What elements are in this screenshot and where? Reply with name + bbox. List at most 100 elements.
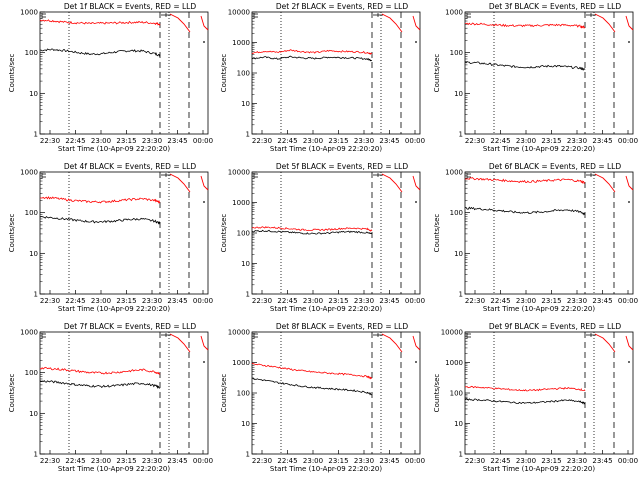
events-point	[628, 361, 630, 363]
y-tick-label: 100	[237, 390, 250, 398]
x-tick-label: 22:45	[490, 297, 510, 305]
x-tick-label: 23:30	[354, 137, 374, 145]
interval-marker-icon	[161, 13, 171, 17]
lld-late-segment	[381, 13, 403, 33]
events-point	[415, 41, 417, 43]
panel-title: Det 8f BLACK = Events, RED = LLD	[276, 322, 409, 331]
y-axis-label: Counts/sec	[220, 374, 228, 413]
y-tick-label: 10	[241, 100, 250, 108]
y-tick-label: 1000	[445, 359, 463, 367]
lld-tail-segment	[412, 15, 421, 31]
panel-det-7: Det 7f BLACK = Events, RED = LLD 1 10 100 10…	[8, 322, 213, 473]
panel-title: Det 1f BLACK = Events, RED = LLD	[64, 2, 197, 11]
x-tick-label: 22:30	[252, 137, 272, 145]
panel-det-3: Det 3f BLACK = Events, RED = LLD 1 10 100 10…	[433, 2, 638, 153]
x-tick-label: 23:45	[379, 457, 399, 465]
x-tick-label: 23:15	[116, 297, 136, 305]
x-tick-label: 23:00	[516, 297, 536, 305]
x-tick-label: 23:15	[328, 457, 348, 465]
events-point	[203, 201, 205, 203]
flag-marker-icon	[41, 173, 46, 179]
y-tick-label: 10000	[228, 329, 250, 337]
lld-late-segment	[169, 333, 191, 353]
x-tick-label: 22:45	[277, 137, 297, 145]
lld-late-segment	[594, 173, 616, 193]
x-tick-label: 22:45	[490, 137, 510, 145]
x-tick-label: 23:00	[303, 297, 323, 305]
events-series-line	[39, 48, 161, 58]
panel-title: Det 3f BLACK = Events, RED = LLD	[489, 2, 622, 11]
y-tick-label: 10000	[228, 169, 250, 177]
x-tick-label: 00:00	[193, 137, 213, 145]
x-tick-label: 22:30	[252, 297, 272, 305]
plot-frame	[39, 171, 209, 295]
events-series-line	[251, 229, 373, 235]
plot-frame	[39, 331, 209, 455]
plot-frame	[464, 171, 634, 295]
x-tick-label: 00:00	[618, 457, 638, 465]
lld-tail-segment	[412, 335, 421, 351]
y-tick-label: 10	[241, 420, 250, 428]
x-tick-label: 23:45	[167, 297, 187, 305]
x-tick-label: 23:15	[541, 137, 561, 145]
plot-frame	[251, 171, 421, 295]
y-tick-label: 1	[246, 291, 250, 299]
lld-tail-segment	[625, 175, 634, 191]
y-tick-label: 100	[450, 390, 463, 398]
lld-tail-segment	[200, 175, 209, 191]
y-tick-label: 10	[29, 90, 38, 98]
flag-marker-icon	[466, 173, 471, 179]
x-tick-label: 22:45	[277, 297, 297, 305]
y-tick-label: 10	[29, 250, 38, 258]
x-tick-label: 23:15	[116, 457, 136, 465]
y-tick-label: 10	[29, 410, 38, 418]
x-tick-label: 22:30	[40, 457, 60, 465]
y-tick-label: 10	[454, 250, 463, 258]
x-tick-label: 23:45	[592, 457, 612, 465]
x-tick-label: 00:00	[618, 137, 638, 145]
x-tick-label: 00:00	[193, 457, 213, 465]
y-tick-label: 1	[34, 291, 38, 299]
x-axis-label: Start Time (10-Apr-09 22:20:20)	[270, 145, 382, 153]
lld-late-segment	[169, 13, 191, 33]
lld-series-line	[39, 196, 161, 204]
events-series-line	[464, 206, 586, 216]
interval-marker-icon	[161, 333, 171, 337]
lld-series-line	[251, 49, 373, 56]
events-point	[628, 41, 630, 43]
x-tick-label: 23:30	[567, 297, 587, 305]
y-tick-label: 1	[246, 451, 250, 459]
lld-tail-segment	[412, 175, 421, 191]
y-axis-label: Counts/sec	[433, 374, 441, 413]
x-tick-label: 22:30	[465, 137, 485, 145]
events-series-line	[251, 377, 373, 396]
panel-title: Det 4f BLACK = Events, RED = LLD	[64, 162, 197, 171]
flag-marker-icon	[253, 13, 258, 19]
x-tick-label: 22:45	[65, 457, 85, 465]
y-tick-label: 1000	[232, 199, 250, 207]
x-tick-label: 23:30	[142, 137, 162, 145]
panel-det-8: Det 8f BLACK = Events, RED = LLD 1 10 100 10…	[220, 322, 425, 473]
x-axis-label: Start Time (10-Apr-09 22:20:20)	[270, 465, 382, 473]
lld-series-line	[39, 366, 161, 375]
lld-late-segment	[594, 333, 616, 353]
y-axis-label: Counts/sec	[433, 214, 441, 253]
interval-marker-icon	[586, 333, 596, 337]
panel-det-5: Det 5f BLACK = Events, RED = LLD 1 10 100 10…	[220, 162, 425, 313]
x-tick-label: 23:45	[379, 137, 399, 145]
y-tick-label: 100	[237, 70, 250, 78]
interval-marker-icon	[373, 13, 383, 17]
y-tick-label: 100	[25, 209, 38, 217]
x-tick-label: 00:00	[618, 297, 638, 305]
panel-det-1: Det 1f BLACK = Events, RED = LLD 1 10 100 10…	[8, 2, 213, 153]
x-tick-label: 23:30	[567, 137, 587, 145]
x-tick-label: 22:30	[40, 137, 60, 145]
y-tick-label: 1	[34, 131, 38, 139]
x-tick-label: 22:45	[490, 457, 510, 465]
x-tick-label: 23:00	[303, 457, 323, 465]
y-tick-label: 10000	[441, 329, 463, 337]
y-tick-label: 100	[25, 49, 38, 57]
x-tick-label: 23:45	[592, 297, 612, 305]
x-tick-label: 23:15	[328, 297, 348, 305]
